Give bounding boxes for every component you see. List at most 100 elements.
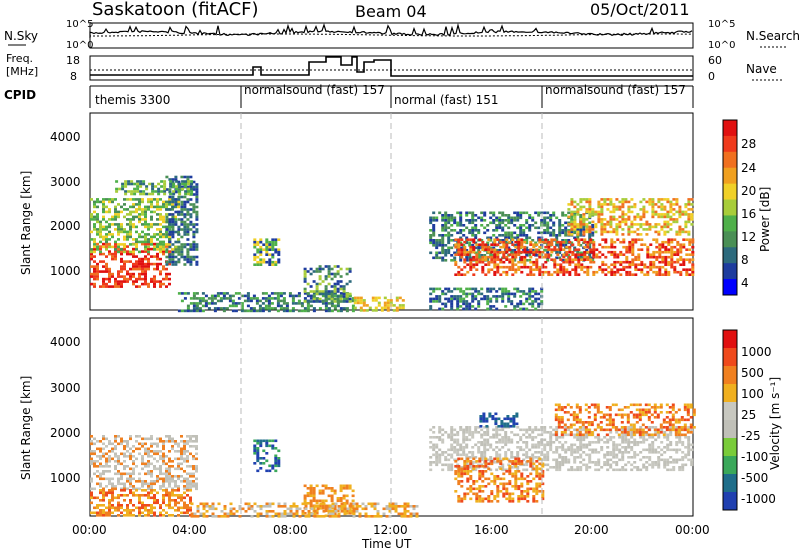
freq-tick-top-left: 18 (66, 54, 80, 67)
data-cell (493, 260, 497, 264)
data-cell (102, 511, 105, 515)
data-cell (171, 243, 175, 246)
data-cell (474, 428, 478, 432)
data-cell (186, 307, 190, 310)
data-cell (480, 451, 484, 454)
data-cell (132, 265, 135, 268)
data-cell (649, 263, 653, 266)
data-cell (435, 451, 439, 454)
data-cell (468, 231, 472, 235)
data-cell (99, 504, 102, 507)
data-cell (570, 446, 574, 449)
data-cell (318, 277, 322, 281)
data-cell (321, 300, 325, 303)
data-cell (300, 302, 304, 305)
data-cell (606, 198, 610, 201)
data-cell (657, 458, 661, 462)
data-cell (300, 309, 304, 313)
data-cell (621, 198, 625, 201)
data-cell (463, 465, 467, 468)
data-cell (129, 491, 132, 495)
data-cell (532, 268, 536, 271)
data-cell (666, 463, 670, 467)
data-cell (561, 436, 565, 439)
data-cell (123, 243, 126, 246)
data-cell (511, 475, 515, 478)
data-cell (186, 442, 189, 446)
data-cell (577, 273, 581, 276)
data-cell (556, 270, 560, 274)
data-cell (483, 211, 487, 215)
data-cell (459, 428, 463, 432)
data-cell (120, 442, 123, 446)
data-cell (115, 180, 119, 183)
data-cell (579, 446, 583, 449)
data-cell (556, 268, 560, 271)
data-cell (447, 297, 451, 301)
data-cell (253, 253, 257, 256)
data-cell (618, 451, 622, 454)
data-cell (456, 431, 460, 434)
data-cell (156, 243, 159, 246)
data-cell (466, 270, 470, 274)
data-cell (633, 230, 637, 234)
data-cell (472, 467, 476, 471)
data-cell (180, 506, 183, 510)
data-cell (438, 211, 442, 215)
data-cell (672, 466, 676, 469)
data-cell (477, 300, 481, 303)
data-cell (579, 448, 583, 452)
data-cell (457, 495, 461, 498)
data-cell (93, 270, 96, 273)
data-cell (480, 224, 484, 227)
data-cell (99, 247, 102, 251)
data-cell (162, 205, 165, 209)
data-cell (318, 292, 322, 296)
data-cell (256, 454, 260, 458)
data-cell (588, 215, 592, 219)
data-cell (663, 233, 667, 236)
data-cell (255, 297, 259, 300)
data-cell (111, 447, 114, 451)
data-cell (517, 470, 521, 473)
data-cell (312, 280, 316, 283)
data-cell (309, 300, 313, 303)
data-cell (271, 464, 275, 468)
data-cell (459, 231, 463, 235)
data-cell (552, 451, 556, 454)
data-cell (253, 240, 257, 244)
data-cell (120, 475, 123, 478)
data-cell (120, 282, 123, 286)
data-cell (495, 436, 499, 439)
data-cell (520, 250, 524, 254)
data-cell (90, 248, 93, 251)
data-cell (129, 475, 132, 478)
data-cell (324, 299, 328, 303)
data-cell (571, 260, 575, 264)
data-cell (96, 220, 99, 224)
data-cell (469, 248, 473, 251)
data-cell (561, 214, 565, 217)
data-cell (546, 453, 550, 457)
data-cell (178, 190, 182, 193)
data-cell (162, 215, 165, 219)
data-cell (684, 446, 688, 449)
data-cell (495, 307, 499, 311)
data-cell (139, 190, 143, 193)
data-cell (480, 216, 484, 220)
data-cell (463, 248, 467, 251)
data-cell (522, 229, 526, 232)
data-cell (504, 290, 508, 293)
data-cell (124, 192, 128, 196)
data-cell (183, 220, 187, 224)
data-cell (432, 290, 436, 293)
data-cell (631, 243, 635, 246)
data-cell (474, 219, 478, 222)
data-cell (531, 302, 535, 306)
data-cell (147, 242, 150, 246)
data-cell (180, 203, 184, 206)
data-cell (624, 220, 628, 224)
data-cell (496, 258, 500, 261)
data-cell (670, 245, 674, 249)
